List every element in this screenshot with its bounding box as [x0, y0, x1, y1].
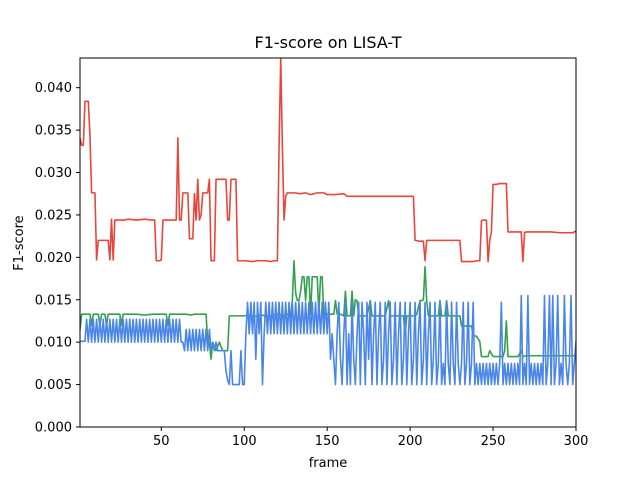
series-line-3	[80, 294, 576, 386]
y-tick-label: 0.035	[35, 124, 72, 139]
x-tick-label: 250	[481, 434, 506, 449]
y-tick-label: 0.005	[35, 378, 72, 393]
x-tick-label: 50	[153, 434, 170, 449]
x-tick-label: 200	[398, 434, 423, 449]
y-tick-label: 0.040	[35, 81, 72, 96]
y-tick-label: 0.025	[35, 208, 72, 223]
series-layer	[80, 58, 576, 386]
y-tick-label: 0.020	[35, 251, 72, 266]
y-axis-title: F1-score	[12, 215, 27, 270]
plot-frame	[79, 57, 577, 428]
x-axis-title: frame	[309, 456, 348, 471]
y-tick-label: 0.000	[35, 421, 72, 436]
y-tick-label: 0.010	[35, 336, 72, 351]
series-line-1	[80, 58, 576, 263]
axes-layer: 50 100 150 200 250 300 0.000 0.005 0.010 0.015 0.0…	[35, 57, 589, 449]
y-tick-label: 0.030	[35, 166, 72, 181]
x-tick-label: 300	[564, 434, 589, 449]
x-tick-label: 100	[232, 434, 257, 449]
chart-title: F1-score on LISA-T	[254, 33, 401, 52]
x-tick-label: 150	[315, 434, 340, 449]
y-tick-label: 0.015	[35, 293, 72, 308]
